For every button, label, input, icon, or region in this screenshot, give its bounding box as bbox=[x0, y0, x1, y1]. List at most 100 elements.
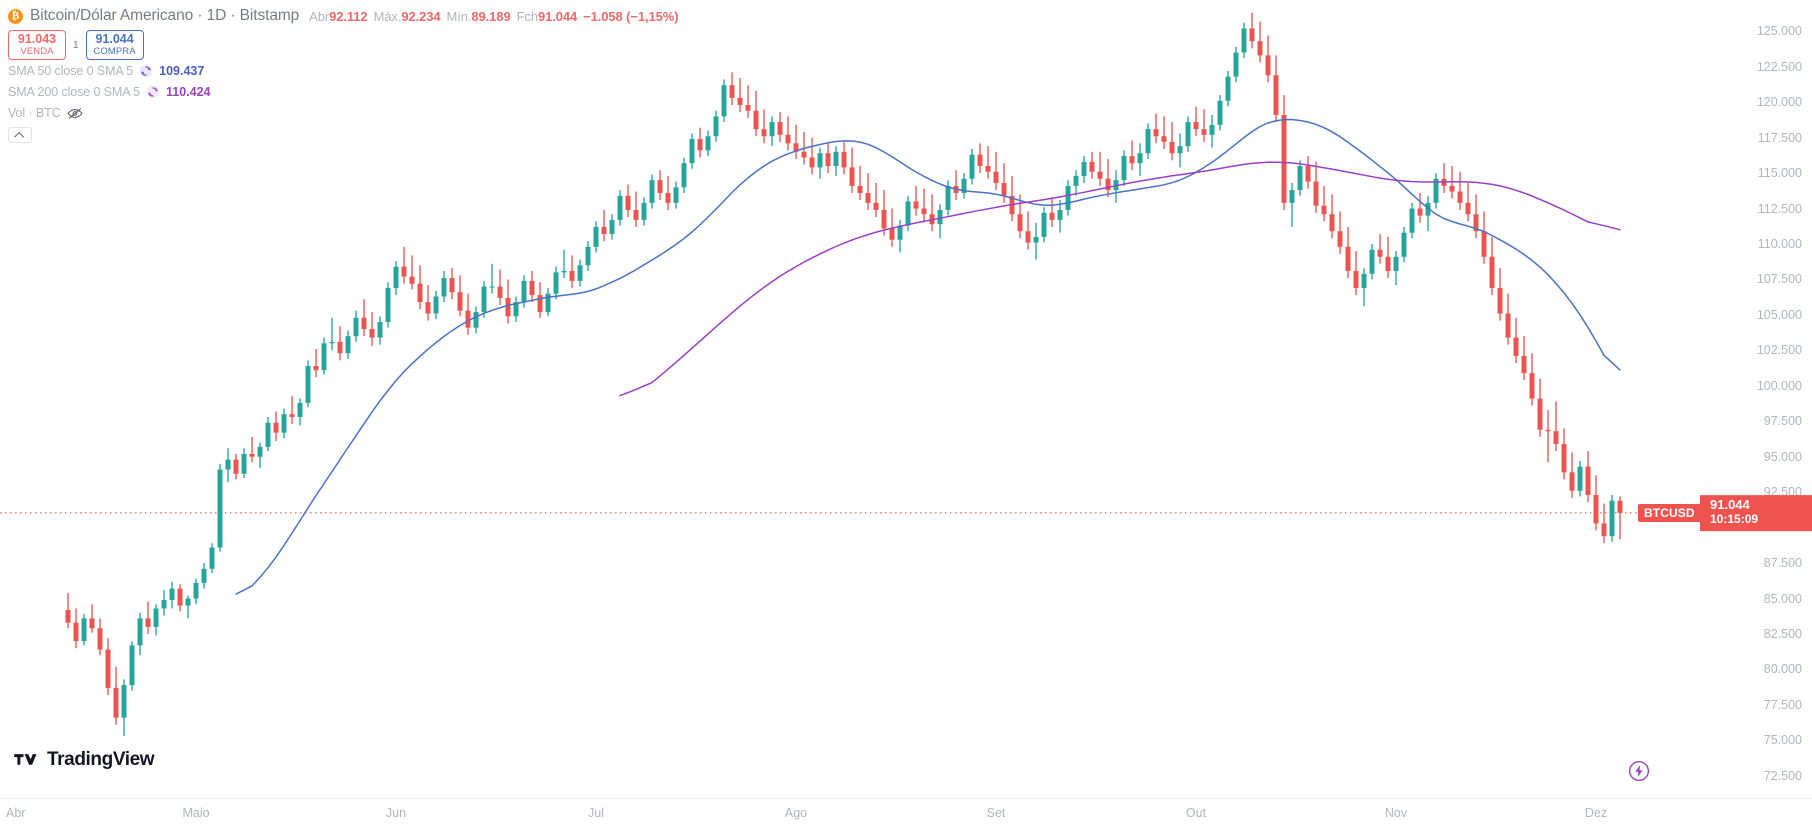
indicator-sma-50[interactable]: SMA 50 close 0 SMA 5 109.437 bbox=[8, 64, 204, 78]
candle-body bbox=[1217, 100, 1223, 125]
candle-body bbox=[777, 122, 783, 135]
price-axis-tick: 95.000 bbox=[1763, 449, 1802, 464]
candle-body bbox=[393, 266, 399, 288]
candle-body bbox=[1417, 208, 1423, 216]
candle-body bbox=[1377, 249, 1383, 257]
buy-button[interactable]: 91.044 COMPRA bbox=[85, 30, 144, 60]
candle-body bbox=[1505, 313, 1511, 338]
refresh-icon[interactable] bbox=[139, 64, 153, 78]
candle-body bbox=[1577, 466, 1583, 491]
candle-body bbox=[1193, 122, 1199, 130]
candle-body bbox=[193, 582, 199, 599]
candlestick-series bbox=[65, 12, 1623, 737]
indicator-volume[interactable]: Vol · BTC bbox=[8, 106, 83, 120]
candle-body bbox=[1481, 231, 1487, 257]
candle-body bbox=[1425, 202, 1431, 216]
indicator-sma-200[interactable]: SMA 200 close 0 SMA 5 110.424 bbox=[8, 85, 211, 99]
refresh-icon[interactable] bbox=[146, 85, 160, 99]
time-axis-tick: Set bbox=[986, 806, 1006, 820]
candle-body bbox=[1569, 472, 1575, 491]
tradingview-logo bbox=[14, 753, 37, 765]
candle-body bbox=[529, 280, 535, 296]
change-value: −1.058 (−1,15%) bbox=[583, 8, 679, 24]
lightning-bolt-icon[interactable] bbox=[1628, 760, 1650, 782]
candle-body bbox=[897, 225, 903, 240]
candle-body bbox=[1585, 466, 1591, 496]
candle-body bbox=[633, 209, 639, 220]
candle-body bbox=[1609, 500, 1615, 537]
candle-body bbox=[641, 202, 647, 220]
sell-label: VENDA bbox=[20, 45, 54, 57]
sell-button[interactable]: 91.043 VENDA bbox=[8, 30, 66, 60]
candle-body bbox=[1385, 256, 1391, 271]
candle-body bbox=[1049, 212, 1055, 220]
candle-body bbox=[1561, 443, 1567, 473]
candle-body bbox=[585, 246, 591, 266]
candle-body bbox=[617, 195, 623, 220]
candle-body bbox=[817, 153, 823, 168]
candle-body bbox=[449, 278, 455, 293]
candle-body bbox=[289, 414, 295, 418]
candle-body bbox=[553, 272, 559, 294]
candle-body bbox=[145, 618, 151, 627]
indicator-volume-label: Vol · BTC bbox=[8, 106, 61, 120]
candle-body bbox=[1097, 171, 1103, 179]
time-axis[interactable]: Abr Maio Jun Jul Ago Set Out Nov Dez bbox=[0, 798, 1812, 826]
candle-body bbox=[697, 139, 703, 151]
time-axis-tick: Ago bbox=[784, 806, 808, 820]
current-price-time: 10:15:09 bbox=[1710, 511, 1759, 526]
candle-body bbox=[121, 685, 127, 718]
candle-body bbox=[849, 167, 855, 186]
candle-body bbox=[801, 151, 807, 158]
candle-body bbox=[1137, 153, 1143, 164]
candle-body bbox=[433, 296, 439, 314]
candle-body bbox=[545, 293, 551, 313]
time-axis-tick: Maio bbox=[182, 806, 210, 820]
candle-body bbox=[1313, 181, 1319, 206]
candle-body bbox=[1249, 28, 1255, 42]
candle-body bbox=[329, 341, 335, 344]
symbol-title[interactable]: Bitcoin/Dólar Americano · 1D · Bitstamp bbox=[30, 7, 300, 24]
current-price-badge[interactable]: 91.044 10:15:09 bbox=[1700, 494, 1812, 531]
candle-body bbox=[1409, 208, 1415, 233]
candle-body bbox=[1593, 495, 1599, 524]
price-axis[interactable]: 125.000 122.500 120.000 117.500 115.000 112.5… bbox=[1700, 0, 1812, 798]
candle-body bbox=[857, 185, 863, 193]
candle-body bbox=[905, 201, 911, 226]
candle-body bbox=[1457, 191, 1463, 203]
time-axis-tick: Out bbox=[1185, 806, 1207, 820]
trade-quantity[interactable]: 1 bbox=[73, 39, 79, 51]
candle-body bbox=[833, 151, 839, 166]
sell-price: 91.043 bbox=[17, 32, 57, 47]
collapse-legend-button[interactable] bbox=[8, 127, 32, 143]
candle-body bbox=[337, 341, 343, 354]
candle-body bbox=[1041, 212, 1047, 237]
candle-body bbox=[1185, 122, 1191, 147]
indicator-sma-200-value: 110.424 bbox=[166, 85, 211, 99]
indicator-sma-200-label: SMA 200 close 0 SMA 5 bbox=[8, 85, 141, 99]
candle-body bbox=[1401, 232, 1407, 257]
eye-hidden-icon[interactable] bbox=[67, 107, 83, 120]
candle-body bbox=[1361, 273, 1367, 288]
candle-body bbox=[97, 628, 103, 650]
candle-body bbox=[177, 588, 183, 606]
brand-name: TradingView bbox=[47, 749, 155, 770]
candle-body bbox=[1553, 431, 1559, 444]
candle-body bbox=[569, 270, 575, 281]
open-value: 92.112 bbox=[329, 8, 368, 24]
candle-body bbox=[1129, 156, 1135, 164]
candle-body bbox=[201, 568, 207, 583]
candle-body bbox=[1201, 129, 1207, 135]
candle-body bbox=[945, 185, 951, 210]
high-value: 92.234 bbox=[401, 8, 441, 24]
candle-body bbox=[345, 336, 351, 354]
candle-body bbox=[625, 195, 631, 210]
price-axis-tick: 107.500 bbox=[1756, 272, 1802, 287]
candle-body bbox=[65, 609, 71, 623]
candle-body bbox=[377, 322, 383, 338]
candle-body bbox=[1065, 185, 1071, 210]
sma-50-line bbox=[235, 118, 1621, 595]
candle-body bbox=[913, 201, 919, 209]
time-axis-tick: Dez bbox=[1584, 806, 1608, 820]
